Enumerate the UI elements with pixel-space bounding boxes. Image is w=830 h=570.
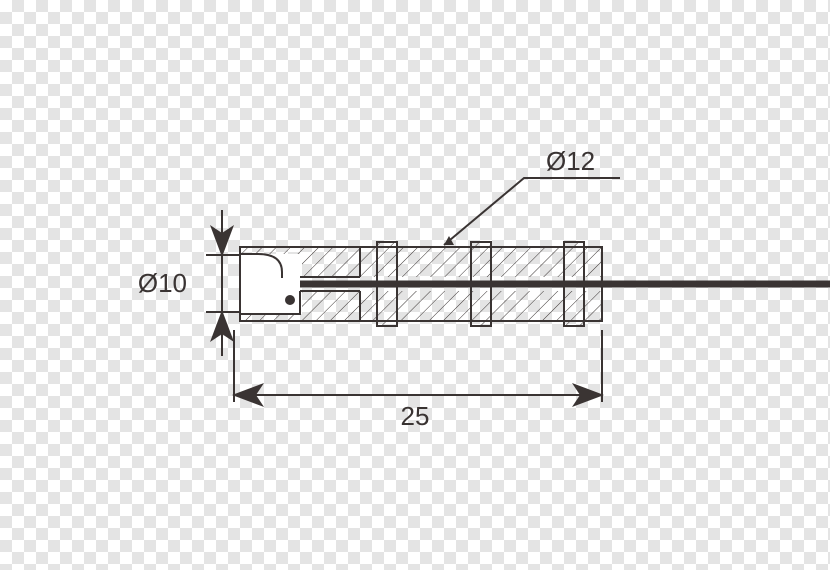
dim-dia-12 (444, 178, 620, 245)
dim-length-25 (234, 330, 602, 402)
dim-dia-10-label: Ø10 (138, 268, 187, 298)
technical-drawing: Ø10 Ø12 25 (0, 0, 830, 570)
dim-length-25-label: 25 (401, 401, 430, 431)
dim-dia-12-label: Ø12 (546, 146, 595, 176)
